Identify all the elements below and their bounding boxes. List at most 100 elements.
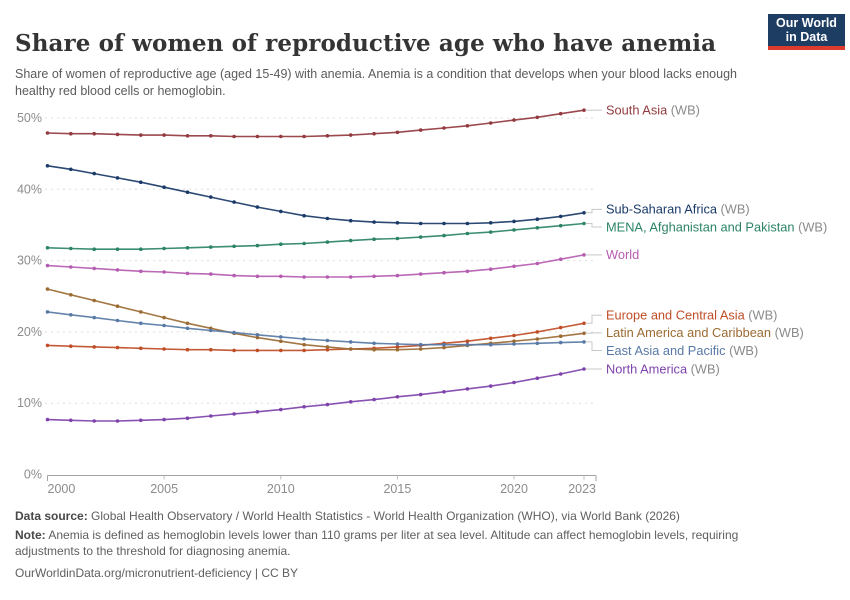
data-point-north-america[interactable] (232, 412, 236, 416)
data-point-mena-afghanistan-and-pakistan[interactable] (162, 246, 166, 251)
series-label-name[interactable]: Europe and Central Asia (606, 308, 746, 323)
data-point-europe-and-central-asia[interactable] (162, 347, 166, 351)
data-point-world[interactable] (115, 268, 120, 272)
data-point-south-asia[interactable] (418, 128, 423, 132)
data-point-mena-afghanistan-and-pakistan[interactable] (209, 245, 213, 249)
series-line-east-asia-and-pacific[interactable] (47, 311, 585, 346)
data-point-north-america[interactable] (209, 414, 213, 418)
data-point-east-asia-and-pacific[interactable] (302, 337, 306, 341)
data-point-south-asia[interactable] (185, 134, 190, 138)
data-point-north-america[interactable] (92, 419, 96, 423)
data-point-mena-afghanistan-and-pakistan[interactable] (185, 246, 190, 250)
data-point-north-america[interactable] (302, 405, 306, 409)
data-point-europe-and-central-asia[interactable] (139, 346, 143, 351)
data-point-sub-saharan-africa[interactable] (92, 171, 96, 176)
data-point-latin-america-and-caribbean[interactable] (279, 339, 283, 344)
data-point-north-america[interactable] (325, 402, 330, 407)
data-point-europe-and-central-asia[interactable] (232, 348, 236, 353)
data-point-mena-afghanistan-and-pakistan[interactable] (558, 223, 563, 228)
series-line-south-asia[interactable] (47, 109, 585, 138)
data-point-north-america[interactable] (162, 417, 166, 422)
data-point-north-america[interactable] (279, 407, 283, 412)
data-point-world[interactable] (92, 266, 96, 271)
data-point-mena-afghanistan-and-pakistan[interactable] (69, 246, 73, 251)
data-point-east-asia-and-pacific[interactable] (45, 310, 50, 314)
data-point-south-asia[interactable] (488, 121, 493, 125)
data-point-east-asia-and-pacific[interactable] (372, 341, 376, 346)
series-label-name[interactable]: North America (606, 361, 688, 376)
data-point-south-asia[interactable] (232, 134, 236, 139)
data-point-south-asia[interactable] (325, 134, 330, 138)
data-point-mena-afghanistan-and-pakistan[interactable] (279, 242, 283, 246)
data-point-europe-and-central-asia[interactable] (465, 339, 470, 344)
data-point-europe-and-central-asia[interactable] (582, 321, 586, 326)
data-point-south-asia[interactable] (372, 131, 376, 136)
data-point-mena-afghanistan-and-pakistan[interactable] (92, 247, 96, 251)
data-point-east-asia-and-pacific[interactable] (279, 335, 283, 339)
data-point-east-asia-and-pacific[interactable] (232, 330, 236, 335)
series-label-europe-and-central-asia[interactable]: Europe and Central Asia (WB) (606, 308, 777, 323)
data-point-world[interactable] (69, 265, 73, 269)
data-point-sub-saharan-africa[interactable] (372, 220, 376, 224)
data-point-east-asia-and-pacific[interactable] (325, 338, 330, 343)
data-point-latin-america-and-caribbean[interactable] (325, 345, 330, 349)
data-point-north-america[interactable] (535, 376, 540, 381)
series-label-south-asia[interactable]: South Asia (WB) (606, 103, 700, 118)
data-point-north-america[interactable] (348, 400, 353, 404)
data-point-mena-afghanistan-and-pakistan[interactable] (372, 237, 376, 241)
data-point-world[interactable] (418, 272, 423, 276)
data-point-mena-afghanistan-and-pakistan[interactable] (395, 236, 400, 241)
data-point-mena-afghanistan-and-pakistan[interactable] (45, 246, 50, 250)
data-point-east-asia-and-pacific[interactable] (209, 328, 213, 333)
series-line-north-america[interactable] (47, 368, 585, 422)
data-point-world[interactable] (185, 271, 190, 276)
data-point-east-asia-and-pacific[interactable] (348, 340, 353, 344)
data-point-mena-afghanistan-and-pakistan[interactable] (302, 241, 306, 246)
series-label-name[interactable]: Latin America and Caribbean (606, 325, 771, 340)
data-point-latin-america-and-caribbean[interactable] (302, 342, 306, 347)
data-point-mena-afghanistan-and-pakistan[interactable] (232, 244, 236, 249)
data-point-east-asia-and-pacific[interactable] (535, 341, 540, 346)
series-label-east-asia-and-pacific[interactable]: East Asia and Pacific (WB) (606, 343, 758, 358)
data-point-latin-america-and-caribbean[interactable] (348, 347, 353, 351)
data-point-latin-america-and-caribbean[interactable] (418, 347, 423, 351)
data-point-east-asia-and-pacific[interactable] (465, 342, 470, 347)
data-point-world[interactable] (45, 263, 50, 268)
data-point-world[interactable] (488, 267, 493, 272)
data-point-europe-and-central-asia[interactable] (45, 343, 50, 348)
data-point-sub-saharan-africa[interactable] (348, 218, 353, 223)
data-point-south-asia[interactable] (92, 131, 96, 136)
data-point-latin-america-and-caribbean[interactable] (558, 334, 563, 339)
data-point-latin-america-and-caribbean[interactable] (442, 345, 446, 350)
data-point-east-asia-and-pacific[interactable] (185, 326, 190, 331)
data-point-sub-saharan-africa[interactable] (209, 195, 213, 199)
data-point-latin-america-and-caribbean[interactable] (45, 287, 50, 291)
data-point-mena-afghanistan-and-pakistan[interactable] (535, 226, 540, 230)
data-point-east-asia-and-pacific[interactable] (442, 342, 446, 347)
data-point-south-asia[interactable] (69, 131, 73, 136)
data-point-north-america[interactable] (418, 392, 423, 397)
data-point-latin-america-and-caribbean[interactable] (69, 293, 73, 297)
data-point-europe-and-central-asia[interactable] (488, 336, 493, 341)
data-point-sub-saharan-africa[interactable] (395, 221, 400, 225)
series-line-mena-afghanistan-and-pakistan[interactable] (47, 222, 585, 250)
data-point-europe-and-central-asia[interactable] (69, 344, 73, 349)
data-point-north-america[interactable] (139, 418, 143, 423)
data-point-mena-afghanistan-and-pakistan[interactable] (465, 231, 470, 236)
series-label-name[interactable]: South Asia (606, 103, 668, 118)
data-point-europe-and-central-asia[interactable] (209, 347, 213, 352)
data-point-europe-and-central-asia[interactable] (558, 325, 563, 330)
data-point-europe-and-central-asia[interactable] (302, 348, 306, 353)
data-point-latin-america-and-caribbean[interactable] (115, 304, 120, 309)
series-label-mena-afghanistan-and-pakistan[interactable]: MENA, Afghanistan and Pakistan (WB) (606, 219, 827, 234)
data-point-world[interactable] (232, 273, 236, 278)
data-point-mena-afghanistan-and-pakistan[interactable] (582, 221, 586, 226)
data-point-east-asia-and-pacific[interactable] (115, 318, 120, 323)
data-point-sub-saharan-africa[interactable] (69, 167, 73, 172)
data-point-latin-america-and-caribbean[interactable] (535, 337, 540, 341)
data-point-europe-and-central-asia[interactable] (185, 347, 190, 352)
data-point-south-asia[interactable] (465, 124, 470, 128)
data-point-latin-america-and-caribbean[interactable] (255, 335, 260, 340)
series-label-name[interactable]: Sub-Saharan Africa (606, 202, 718, 217)
data-point-north-america[interactable] (488, 384, 493, 388)
